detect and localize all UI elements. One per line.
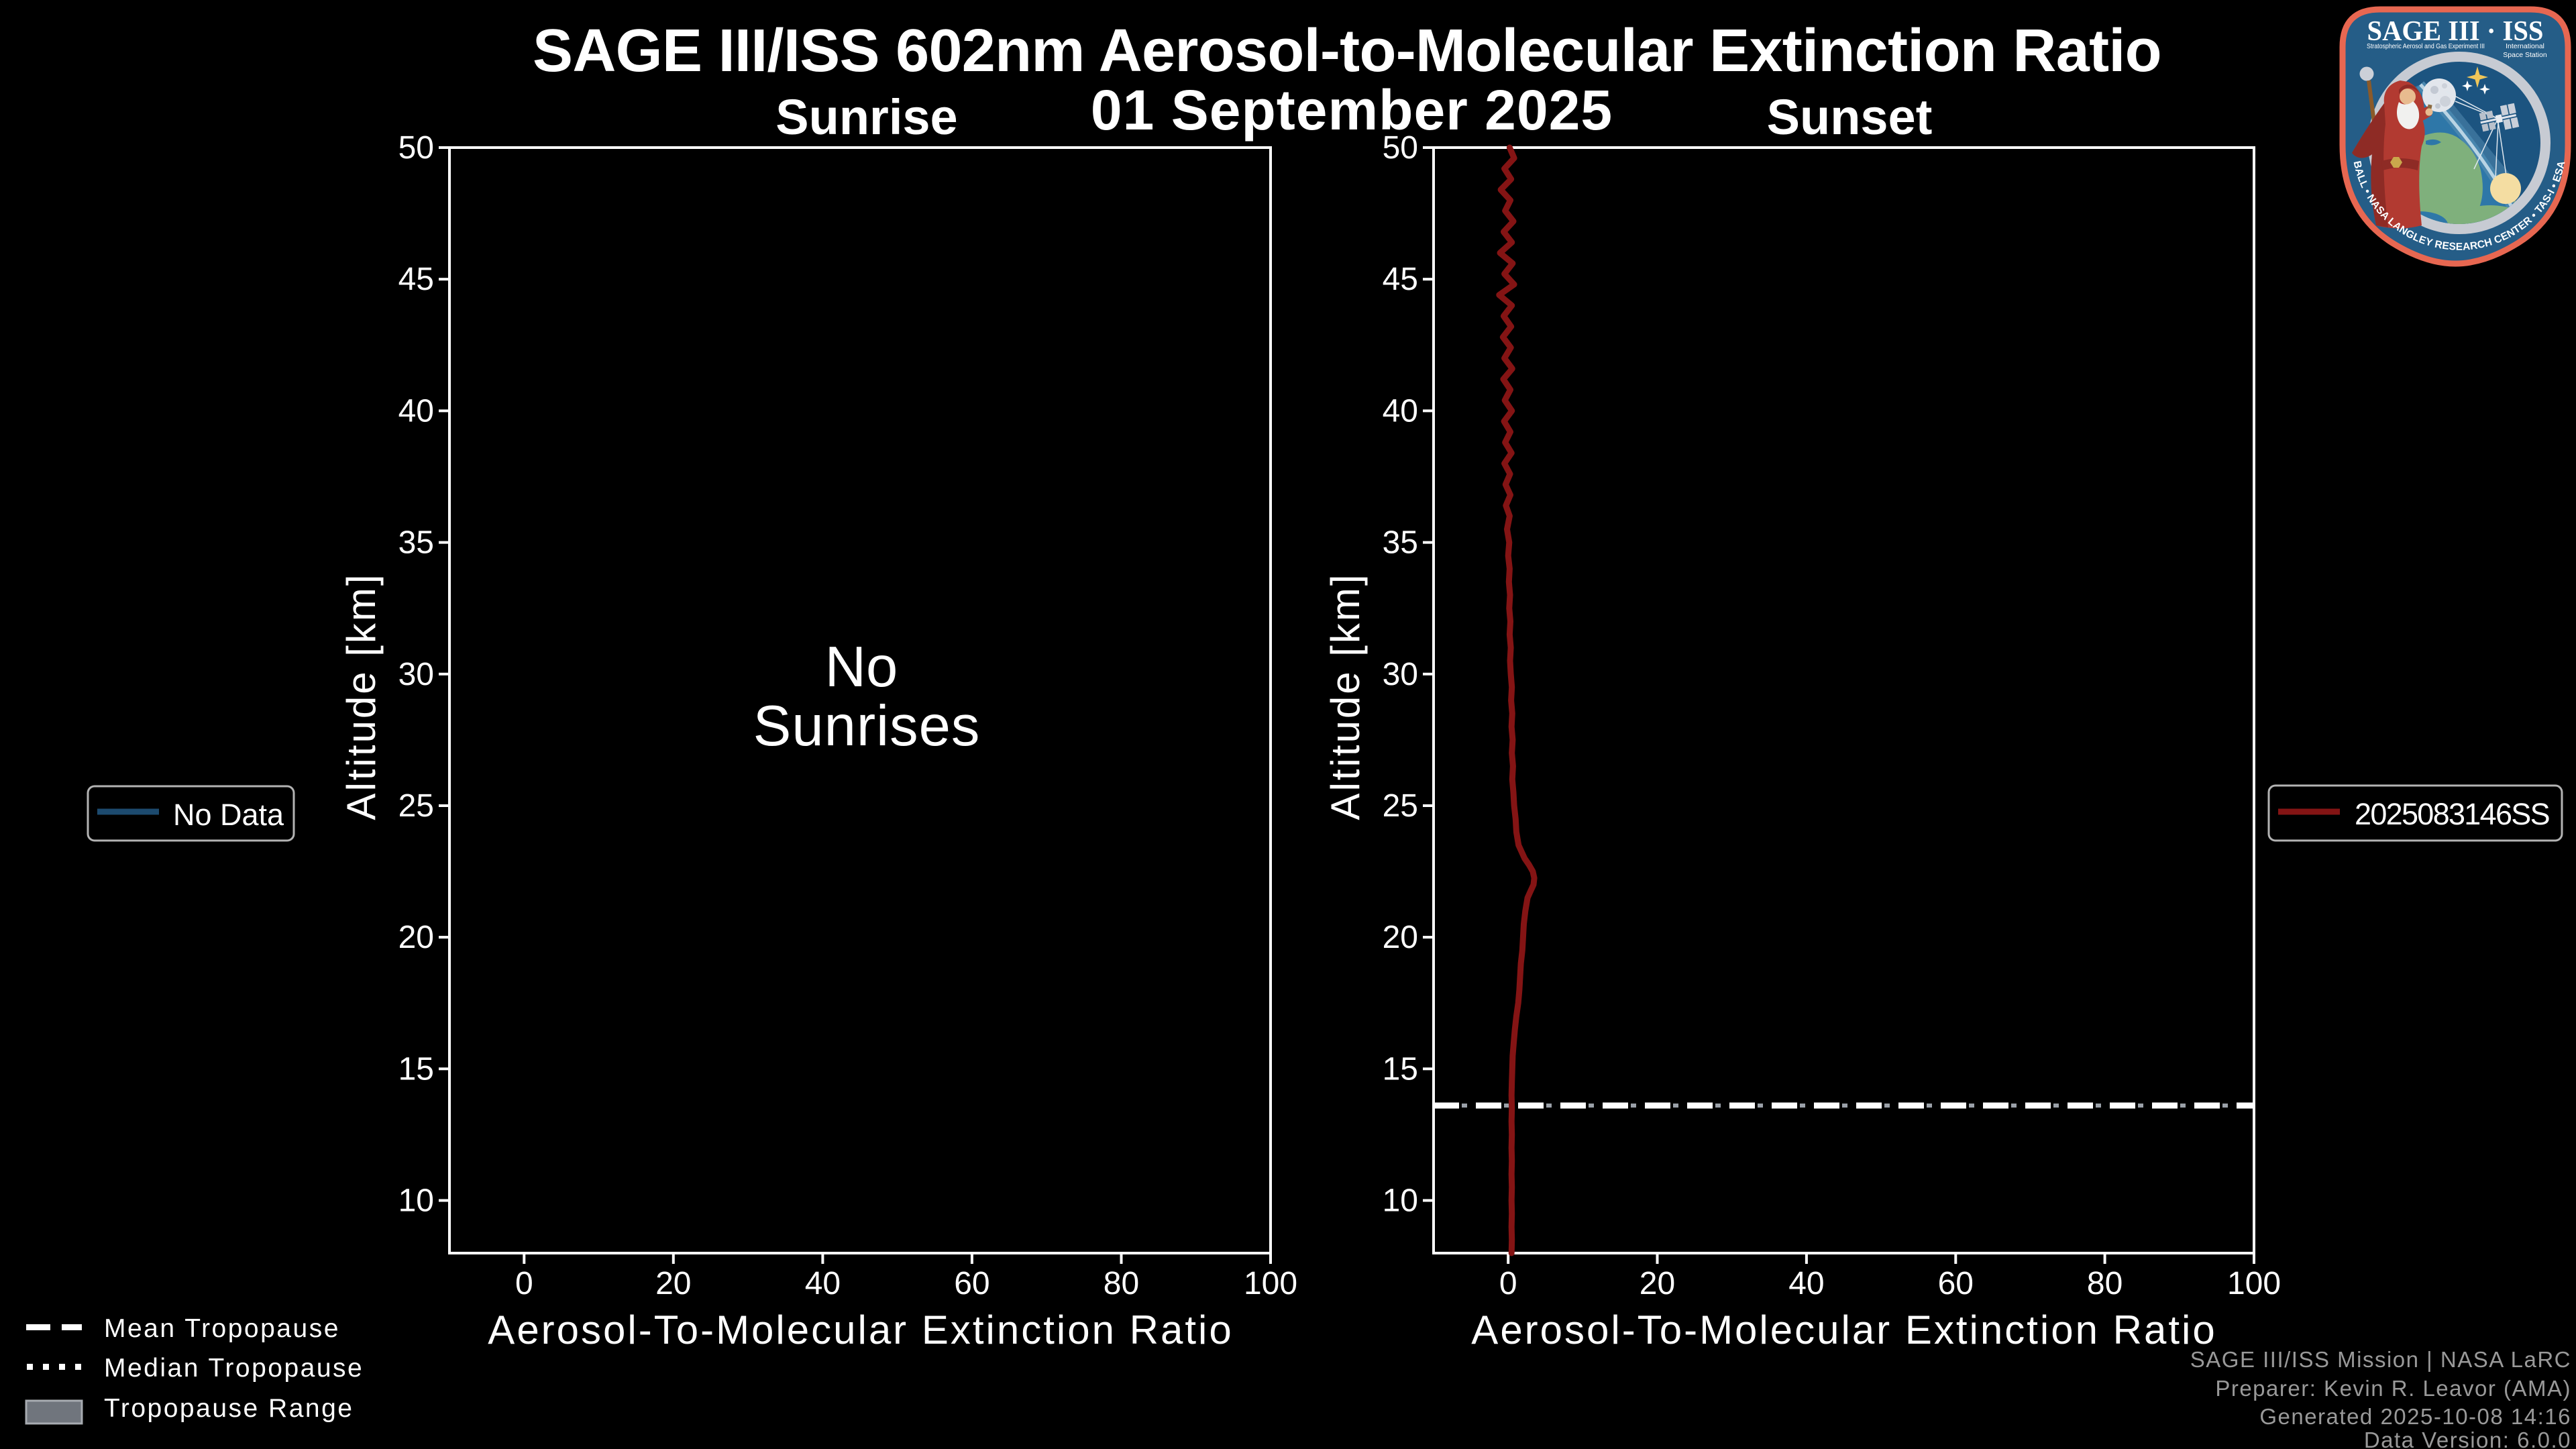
svg-text:Sunrises: Sunrises [753, 694, 981, 758]
svg-text:Aerosol-To-Molecular Extinctio: Aerosol-To-Molecular Extinction Ratio [488, 1307, 1233, 1352]
svg-text:Altitude [km]: Altitude [km] [339, 572, 384, 820]
svg-text:30: 30 [398, 657, 434, 692]
svg-text:40: 40 [398, 393, 434, 429]
svg-text:25: 25 [398, 788, 434, 824]
svg-text:30: 30 [1383, 657, 1418, 692]
svg-text:Altitude [km]: Altitude [km] [1323, 572, 1368, 820]
svg-text:Sunrise: Sunrise [775, 89, 957, 145]
svg-text:100: 100 [1244, 1266, 1297, 1301]
svg-text:80: 80 [2087, 1266, 2123, 1301]
svg-text:01 September 2025: 01 September 2025 [1091, 78, 1613, 142]
svg-text:20: 20 [1383, 920, 1418, 955]
svg-text:SAGE III/ISS Mission | NASA La: SAGE III/ISS Mission | NASA LaRC [2190, 1347, 2571, 1372]
svg-text:60: 60 [954, 1266, 989, 1301]
svg-text:Stratospheric Aerosol and Gas: Stratospheric Aerosol and Gas Experiment… [2367, 42, 2485, 50]
svg-text:35: 35 [1383, 525, 1418, 561]
svg-text:Tropopause Range: Tropopause Range [104, 1394, 354, 1423]
svg-text:60: 60 [1938, 1266, 1974, 1301]
svg-text:Space Station: Space Station [2503, 51, 2547, 59]
svg-text:Preparer: Kevin R. Leavor (AMA: Preparer: Kevin R. Leavor (AMA) [2215, 1376, 2571, 1401]
svg-text:40: 40 [805, 1266, 841, 1301]
svg-text:0: 0 [1499, 1266, 1517, 1301]
svg-text:40: 40 [1383, 393, 1418, 429]
svg-text:10: 10 [1383, 1183, 1418, 1219]
svg-text:50: 50 [1383, 130, 1418, 166]
svg-text:0: 0 [515, 1266, 533, 1301]
svg-text:SAGE III/ISS 602nm Aerosol-to-: SAGE III/ISS 602nm Aerosol-to-Molecular … [533, 17, 2161, 85]
svg-text:Data Version: 6.0.0: Data Version: 6.0.0 [2364, 1428, 2571, 1449]
svg-text:No: No [825, 635, 898, 699]
svg-text:International: International [2506, 42, 2544, 50]
svg-text:45: 45 [398, 262, 434, 297]
svg-text:2025083146SS: 2025083146SS [2355, 797, 2549, 831]
svg-text:Sunset: Sunset [1767, 89, 1933, 145]
svg-text:20: 20 [1640, 1266, 1675, 1301]
svg-text:SAGE III · ISS: SAGE III · ISS [2367, 16, 2544, 47]
svg-text:Aerosol-To-Molecular Extinctio: Aerosol-To-Molecular Extinction Ratio [1471, 1307, 2216, 1352]
svg-text:Generated 2025-10-08 14:16: Generated 2025-10-08 14:16 [2259, 1404, 2571, 1429]
svg-text:25: 25 [1383, 788, 1418, 824]
svg-text:20: 20 [398, 920, 434, 955]
svg-text:40: 40 [1788, 1266, 1824, 1301]
svg-text:50: 50 [398, 130, 434, 166]
svg-text:No Data: No Data [173, 798, 284, 832]
svg-text:20: 20 [655, 1266, 691, 1301]
svg-text:15: 15 [398, 1051, 434, 1087]
svg-text:80: 80 [1104, 1266, 1139, 1301]
svg-text:100: 100 [2227, 1266, 2281, 1301]
svg-text:15: 15 [1383, 1051, 1418, 1087]
svg-text:10: 10 [398, 1183, 434, 1219]
svg-text:45: 45 [1383, 262, 1418, 297]
svg-text:Mean Tropopause: Mean Tropopause [104, 1314, 340, 1343]
svg-text:35: 35 [398, 525, 434, 561]
svg-text:Median Tropopause: Median Tropopause [104, 1354, 364, 1383]
